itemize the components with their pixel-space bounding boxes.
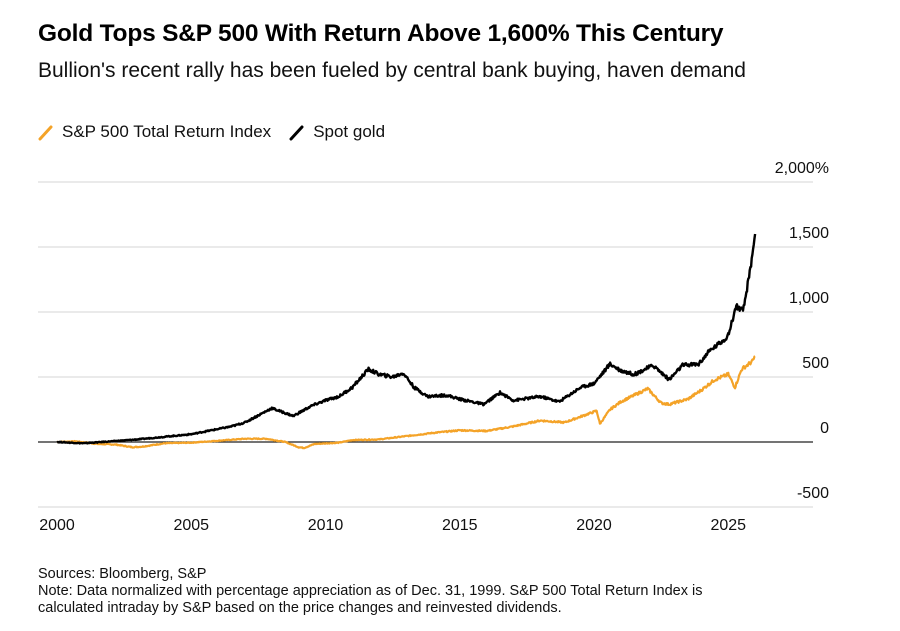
y-tick-label: 1,500 bbox=[789, 225, 829, 242]
x-tick-label: 2025 bbox=[710, 517, 746, 534]
y-tick-label: -500 bbox=[797, 485, 829, 502]
series-line-sp500 bbox=[56, 355, 756, 450]
y-tick-label: 2,000% bbox=[775, 160, 829, 177]
legend-label-gold: Spot gold bbox=[313, 122, 386, 141]
y-tick-label: 500 bbox=[802, 355, 829, 372]
sources-text: Sources: Bloomberg, S&P bbox=[38, 566, 207, 582]
x-tick-label: 2015 bbox=[442, 517, 478, 534]
note-line-2: calculated intraday by S&P based on the … bbox=[38, 600, 562, 616]
y-tick-label: 0 bbox=[820, 420, 829, 437]
chart-title: Gold Tops S&P 500 With Return Above 1,60… bbox=[38, 20, 724, 47]
series-line-gold bbox=[56, 233, 757, 445]
legend-swatch-gold bbox=[289, 125, 304, 141]
y-tick-label: 1,000 bbox=[789, 290, 829, 307]
legend-swatch-sp500 bbox=[38, 125, 53, 141]
x-tick-label: 2000 bbox=[39, 517, 75, 534]
legend: S&P 500 Total Return Index Spot gold bbox=[38, 121, 403, 143]
line-chart: 2,000% 1,500 1,000 500 0 -500 2000 2005 2010 2015… bbox=[38, 160, 829, 534]
x-tick-label: 2010 bbox=[308, 517, 344, 534]
legend-item-sp500: S&P 500 Total Return Index bbox=[38, 122, 271, 142]
x-tick-label: 2020 bbox=[576, 517, 612, 534]
note-line-1: Note: Data normalized with percentage ap… bbox=[38, 583, 703, 599]
legend-label-sp500: S&P 500 Total Return Index bbox=[62, 122, 272, 141]
x-tick-label: 2005 bbox=[173, 517, 209, 534]
chart-subtitle: Bullion's recent rally has been fueled b… bbox=[38, 59, 746, 82]
legend-item-gold: Spot gold bbox=[289, 122, 385, 142]
chart-footer: Sources: Bloomberg, S&P Note: Data norma… bbox=[38, 566, 818, 617]
